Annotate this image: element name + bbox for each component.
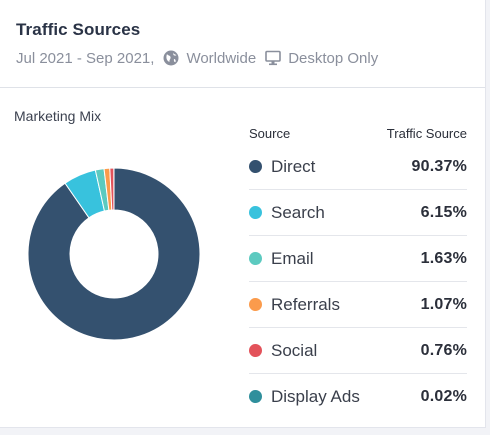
table-header: Source Traffic Source xyxy=(249,126,467,144)
donut-slice-direct[interactable] xyxy=(27,167,201,341)
source-percent: 6.15% xyxy=(420,203,467,221)
traffic-table: Source Traffic Source Direct 90.37% Search… xyxy=(249,126,467,419)
card-subtitle: Jul 2021 - Sep 2021, Worldwide Desktop O… xyxy=(16,49,475,67)
legend-dot xyxy=(249,206,262,219)
table-row: Referrals 1.07% xyxy=(249,282,467,328)
date-range: Jul 2021 - Sep 2021, xyxy=(16,49,155,67)
device-label: Desktop Only xyxy=(288,49,379,67)
source-percent: 90.37% xyxy=(411,157,467,175)
table-row: Direct 90.37% xyxy=(249,144,467,190)
traffic-sources-card: Traffic Sources Jul 2021 - Sep 2021, Wor… xyxy=(0,0,486,428)
region-label: Worldwide xyxy=(186,49,257,67)
source-name: Direct xyxy=(271,156,316,176)
legend-dot xyxy=(249,390,262,403)
source-name: Search xyxy=(271,202,325,222)
col-value-header: Traffic Source xyxy=(386,126,467,141)
table-row: Social 0.76% xyxy=(249,328,467,374)
donut-chart xyxy=(27,167,201,341)
table-row: Email 1.63% xyxy=(249,236,467,282)
table-row: Search 6.15% xyxy=(249,190,467,236)
table-row: Display Ads 0.02% xyxy=(249,374,467,419)
source-name: Email xyxy=(271,248,314,268)
table-body: Direct 90.37% Search 6.15% Email 1.63% Referra… xyxy=(249,144,467,419)
card-title: Traffic Sources xyxy=(16,20,141,39)
source-percent: 1.63% xyxy=(420,249,467,267)
legend-dot xyxy=(249,160,262,173)
desktop-icon xyxy=(264,49,282,67)
source-percent: 0.76% xyxy=(420,341,467,359)
source-name: Display Ads xyxy=(271,386,360,406)
globe-icon xyxy=(162,49,180,67)
source-percent: 1.07% xyxy=(420,295,467,313)
source-name: Social xyxy=(271,340,318,360)
source-percent: 0.02% xyxy=(420,387,467,405)
card-header: Traffic Sources Jul 2021 - Sep 2021, Wor… xyxy=(16,20,475,67)
legend-dot xyxy=(249,344,262,357)
legend-dot xyxy=(249,252,262,265)
header-divider xyxy=(0,87,485,88)
legend-dot xyxy=(249,298,262,311)
col-source-header: Source xyxy=(249,126,291,141)
source-name: Referrals xyxy=(271,294,340,314)
section-label: Marketing Mix xyxy=(14,108,102,124)
